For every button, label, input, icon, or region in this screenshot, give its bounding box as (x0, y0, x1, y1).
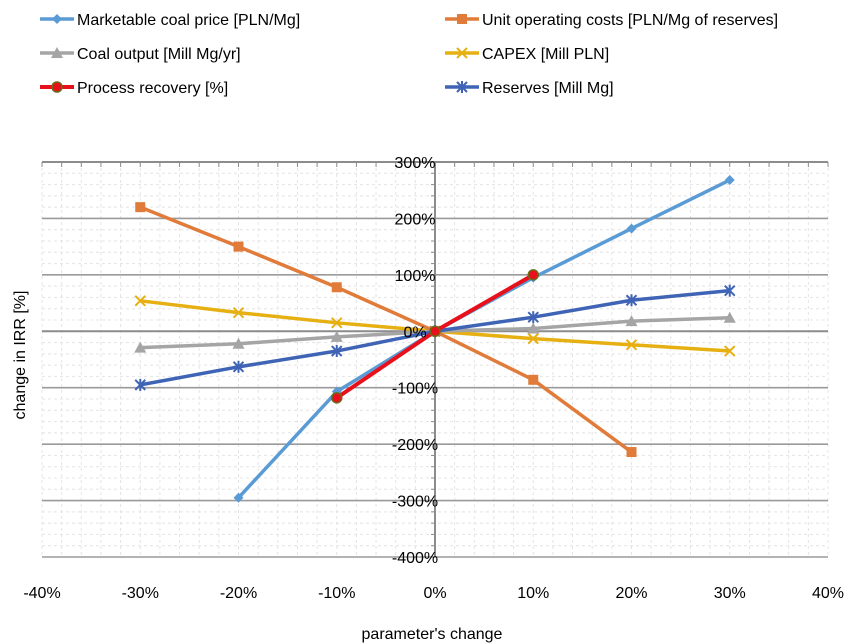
data-point (331, 392, 343, 404)
y-tick-label: 200% (395, 211, 436, 228)
legend-marker (456, 47, 468, 59)
y-tick-label: 0% (403, 324, 426, 341)
y-tick-label: -200% (392, 437, 438, 454)
legend-label: Coal output [Mill Mg/yr] (77, 46, 241, 63)
data-point (528, 374, 539, 385)
legend-label: Unit operating costs [PLN/Mg of reserves… (482, 12, 778, 29)
legend-label: Process recovery [%] (77, 80, 228, 97)
data-point (625, 294, 638, 307)
x-tick-label: 40% (812, 585, 844, 602)
data-point (331, 345, 343, 358)
data-point (723, 311, 736, 323)
x-tick-label: -40% (23, 585, 60, 602)
data-point (134, 378, 146, 391)
data-point (232, 337, 245, 349)
x-tick-label: 20% (615, 585, 647, 602)
x-tick-label: -10% (318, 585, 355, 602)
legend-label: CAPEX [Mill PLN] (482, 46, 609, 63)
data-point (233, 241, 244, 252)
x-tick-label: -20% (220, 585, 257, 602)
data-point (724, 175, 735, 186)
y-tick-label: -300% (392, 494, 438, 511)
legend-marker (457, 14, 467, 24)
data-point (429, 325, 441, 338)
y-tick-label: 300% (395, 155, 436, 172)
y-tick-label: -400% (392, 550, 438, 567)
y-tick-label: -100% (392, 381, 438, 398)
legend: Marketable coal price [PLN/Mg] Unit opera… (40, 12, 778, 97)
data-point (626, 223, 637, 234)
x-tick-label: 0% (423, 585, 446, 602)
x-axis-title: parameter's change (362, 626, 503, 643)
legend-entry: Unit operating costs [PLN/Mg of reserves… (445, 12, 778, 29)
legend-entry: Process recovery [%] (40, 80, 228, 97)
legend-marker (51, 47, 63, 58)
plot-area: -40% -30% -20% -10% 0% 10% 20% 30% 40% 300% 200% 10… (23, 155, 844, 602)
legend-marker (456, 81, 468, 93)
legend-label: Marketable coal price [PLN/Mg] (77, 12, 300, 29)
x-tick-label: 10% (517, 585, 549, 602)
data-point (134, 295, 146, 307)
legend-entry: Reserves [Mill Mg] (445, 80, 614, 97)
series-layer (134, 175, 736, 503)
data-point (134, 341, 147, 353)
data-point (527, 311, 539, 324)
y-axis-title: change in IRR [%] (12, 291, 29, 420)
data-point (527, 332, 539, 345)
data-point (331, 282, 342, 293)
data-point (330, 330, 343, 342)
data-point (625, 315, 638, 327)
legend-marker (52, 14, 62, 24)
x-tick-label: 30% (714, 585, 746, 602)
legend-entry: Marketable coal price [PLN/Mg] (40, 12, 300, 29)
y-tick-label: 100% (395, 268, 436, 285)
data-point (724, 345, 736, 357)
series-line (139, 205, 633, 454)
data-point (527, 322, 540, 334)
x-tick-label: -30% (122, 585, 159, 602)
legend-label: Reserves [Mill Mg] (482, 80, 614, 97)
data-point (626, 447, 637, 458)
series-1 (135, 202, 637, 458)
data-point (135, 202, 146, 213)
data-point (625, 339, 638, 351)
data-point (724, 284, 736, 297)
tick-labels: -40% -30% -20% -10% 0% 10% 20% 30% 40% 300% 200% 10… (23, 155, 844, 602)
legend-entry: Coal output [Mill Mg/yr] (40, 46, 241, 63)
legend-entry: CAPEX [Mill PLN] (445, 46, 609, 63)
data-point (232, 360, 245, 373)
legend-marker (51, 81, 63, 93)
data-point (331, 317, 343, 329)
data-point (233, 492, 244, 503)
data-point (232, 306, 245, 319)
data-point (527, 269, 539, 281)
series-4 (331, 269, 539, 404)
